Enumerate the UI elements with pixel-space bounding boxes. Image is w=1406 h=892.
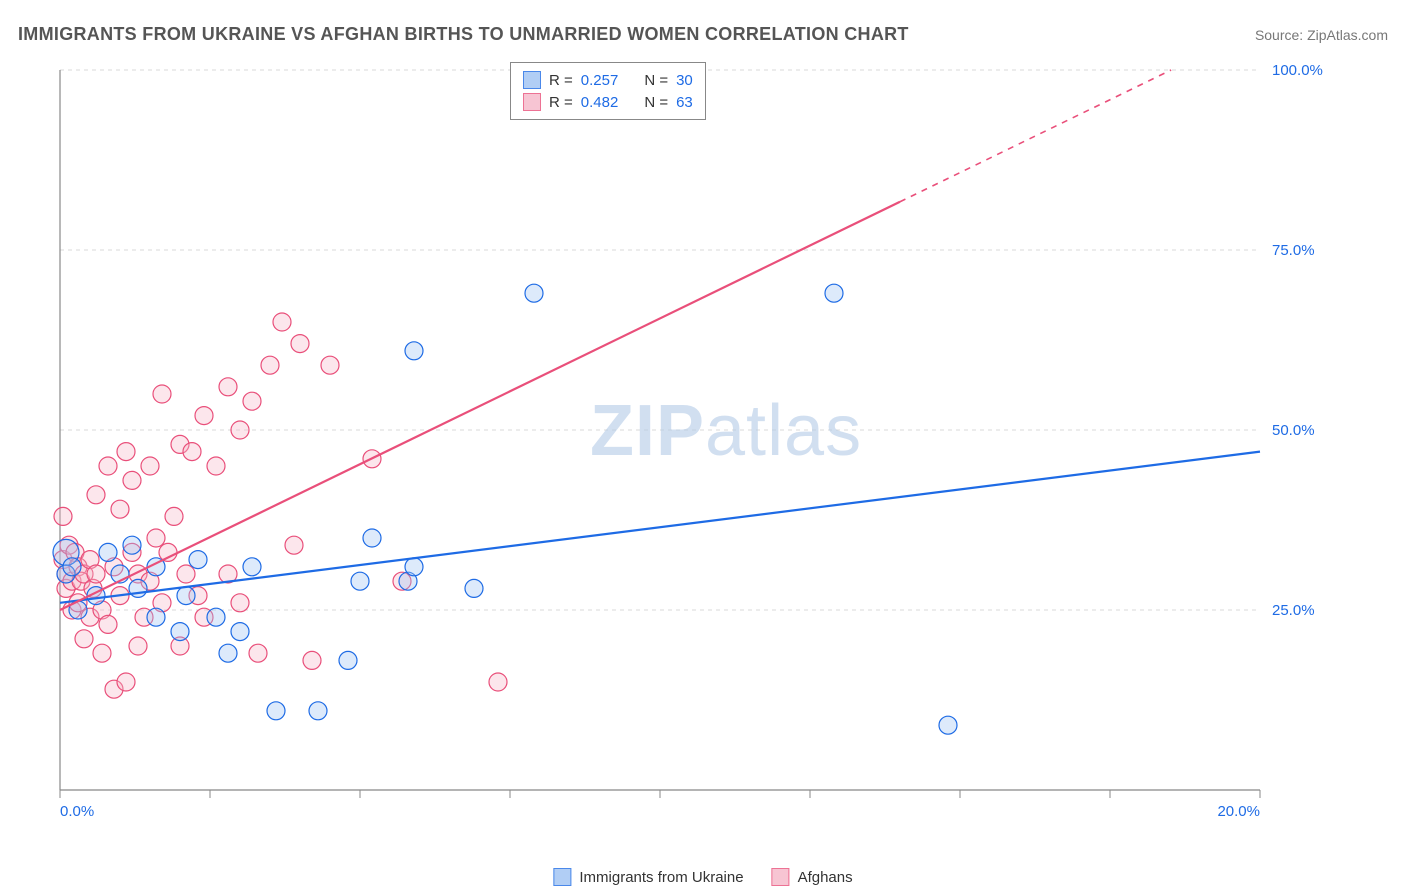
data-point-ukraine: [171, 623, 189, 641]
chart-area: 25.0%50.0%75.0%100.0%0.0%20.0% ZIPatlas …: [50, 60, 1376, 844]
data-point-ukraine: [267, 702, 285, 720]
data-point-afghans: [54, 507, 72, 525]
data-point-afghans: [183, 443, 201, 461]
data-point-ukraine: [363, 529, 381, 547]
y-tick-label: 75.0%: [1272, 242, 1315, 259]
data-point-ukraine: [405, 342, 423, 360]
legend-row-ukraine: R = 0.257 N = 30: [523, 69, 693, 91]
data-point-afghans: [195, 407, 213, 425]
data-point-afghans: [129, 637, 147, 655]
data-point-afghans: [243, 392, 261, 410]
legend-swatch-afghans: [523, 93, 541, 111]
x-tick-label: 20.0%: [1217, 803, 1260, 820]
data-point-afghans: [261, 356, 279, 374]
legend-r-label: R =: [549, 72, 573, 89]
legend-r-value: 0.257: [581, 72, 619, 89]
data-point-afghans: [93, 644, 111, 662]
series-swatch-afghans: [772, 868, 790, 886]
legend-row-afghans: R = 0.482 N = 63: [523, 91, 693, 113]
data-point-ukraine: [939, 716, 957, 734]
data-point-ukraine: [231, 623, 249, 641]
data-point-afghans: [207, 457, 225, 475]
legend-r-label: R =: [549, 94, 573, 111]
data-point-afghans: [117, 443, 135, 461]
x-tick-label: 0.0%: [60, 803, 94, 820]
series-legend-item-afghans: Afghans: [772, 868, 853, 886]
series-legend: Immigrants from Ukraine Afghans: [553, 868, 852, 886]
correlation-legend: R = 0.257 N = 30 R = 0.482 N = 63: [510, 62, 706, 120]
data-point-ukraine: [189, 551, 207, 569]
data-point-afghans: [231, 594, 249, 612]
data-point-ukraine: [177, 587, 195, 605]
data-point-ukraine: [219, 644, 237, 662]
data-point-ukraine: [63, 558, 81, 576]
legend-n-label: N =: [644, 94, 668, 111]
data-point-afghans: [321, 356, 339, 374]
scatter-chart: 25.0% 50.0% 75.0% 100.0% 0.0% 20.0%: [50, 60, 1330, 820]
data-point-afghans: [165, 507, 183, 525]
data-point-ukraine: [339, 651, 357, 669]
data-point-ukraine: [825, 284, 843, 302]
data-point-ukraine: [309, 702, 327, 720]
legend-swatch-ukraine: [523, 71, 541, 89]
data-point-ukraine: [123, 536, 141, 554]
data-point-afghans: [99, 615, 117, 633]
chart-header: IMMIGRANTS FROM UKRAINE VS AFGHAN BIRTHS…: [18, 24, 1388, 45]
legend-n-value: 63: [676, 94, 693, 111]
data-point-afghans: [111, 500, 129, 518]
data-point-afghans: [489, 673, 507, 691]
data-point-afghans: [291, 335, 309, 353]
data-point-afghans: [87, 486, 105, 504]
data-point-ukraine: [99, 543, 117, 561]
data-point-afghans: [141, 457, 159, 475]
legend-n-value: 30: [676, 72, 693, 89]
data-point-afghans: [123, 471, 141, 489]
data-point-afghans: [153, 385, 171, 403]
y-tick-label: 100.0%: [1272, 62, 1323, 79]
data-point-afghans: [285, 536, 303, 554]
data-point-ukraine: [525, 284, 543, 302]
data-point-ukraine: [243, 558, 261, 576]
series-name: Afghans: [798, 869, 853, 886]
data-point-afghans: [249, 644, 267, 662]
data-point-ukraine: [207, 608, 225, 626]
data-point-afghans: [177, 565, 195, 583]
series-swatch-ukraine: [553, 868, 571, 886]
data-point-afghans: [219, 378, 237, 396]
series-name: Immigrants from Ukraine: [579, 869, 743, 886]
data-point-afghans: [147, 529, 165, 547]
data-point-ukraine: [147, 608, 165, 626]
data-point-ukraine: [405, 558, 423, 576]
source-prefix: Source:: [1255, 27, 1307, 43]
series-legend-item-ukraine: Immigrants from Ukraine: [553, 868, 743, 886]
data-point-afghans: [231, 421, 249, 439]
source-link[interactable]: ZipAtlas.com: [1307, 27, 1388, 43]
data-point-ukraine: [465, 579, 483, 597]
data-point-afghans: [273, 313, 291, 331]
y-tick-label: 50.0%: [1272, 422, 1315, 439]
legend-n-label: N =: [644, 72, 668, 89]
chart-source: Source: ZipAtlas.com: [1255, 27, 1388, 43]
legend-r-value: 0.482: [581, 94, 619, 111]
data-point-afghans: [87, 565, 105, 583]
data-point-afghans: [303, 651, 321, 669]
data-point-afghans: [75, 630, 93, 648]
data-point-afghans: [117, 673, 135, 691]
chart-title: IMMIGRANTS FROM UKRAINE VS AFGHAN BIRTHS…: [18, 24, 909, 45]
data-point-ukraine: [351, 572, 369, 590]
y-tick-label: 25.0%: [1272, 602, 1315, 619]
data-point-afghans: [99, 457, 117, 475]
